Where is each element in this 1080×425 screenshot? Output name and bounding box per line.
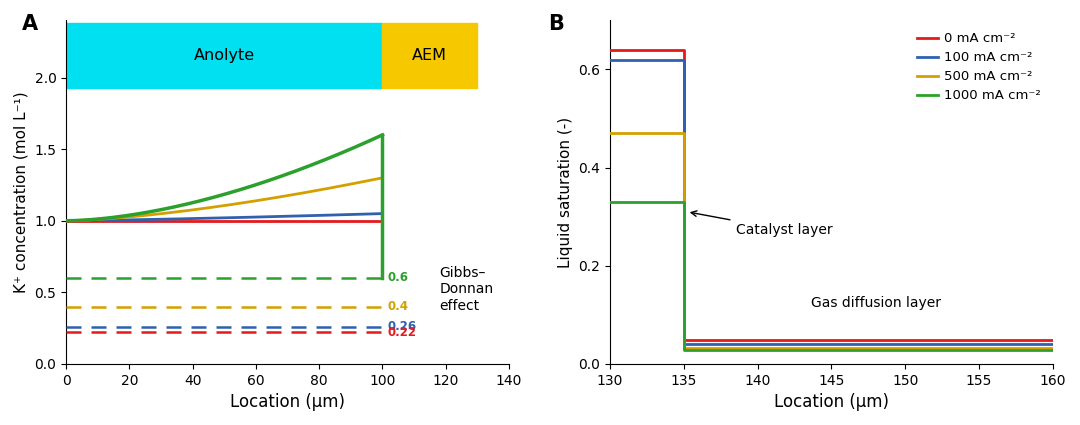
X-axis label: Location (μm): Location (μm) [230,393,345,411]
Text: Gas diffusion layer: Gas diffusion layer [811,295,941,309]
Text: 0.4: 0.4 [387,300,408,313]
Y-axis label: Liquid saturation (-): Liquid saturation (-) [558,116,572,268]
X-axis label: Location (μm): Location (μm) [774,393,889,411]
Text: 0.6: 0.6 [387,272,408,284]
Bar [382,23,477,88]
Y-axis label: K⁺ concentration (mol L⁻¹): K⁺ concentration (mol L⁻¹) [14,91,29,293]
Legend: 0 mA cm⁻², 100 mA cm⁻², 500 mA cm⁻², 1000 mA cm⁻²: 0 mA cm⁻², 100 mA cm⁻², 500 mA cm⁻², 100… [912,27,1047,108]
Text: 0.22: 0.22 [387,326,416,339]
Bar [66,23,382,88]
Text: Gibbs–
Donnan
effect: Gibbs– Donnan effect [440,266,494,313]
Text: 0.26: 0.26 [387,320,416,333]
Text: Anolyte: Anolyte [193,48,255,63]
Text: B: B [549,14,564,34]
Text: A: A [22,14,38,34]
Text: AEM: AEM [413,48,447,63]
Text: Catalyst layer: Catalyst layer [691,211,833,237]
